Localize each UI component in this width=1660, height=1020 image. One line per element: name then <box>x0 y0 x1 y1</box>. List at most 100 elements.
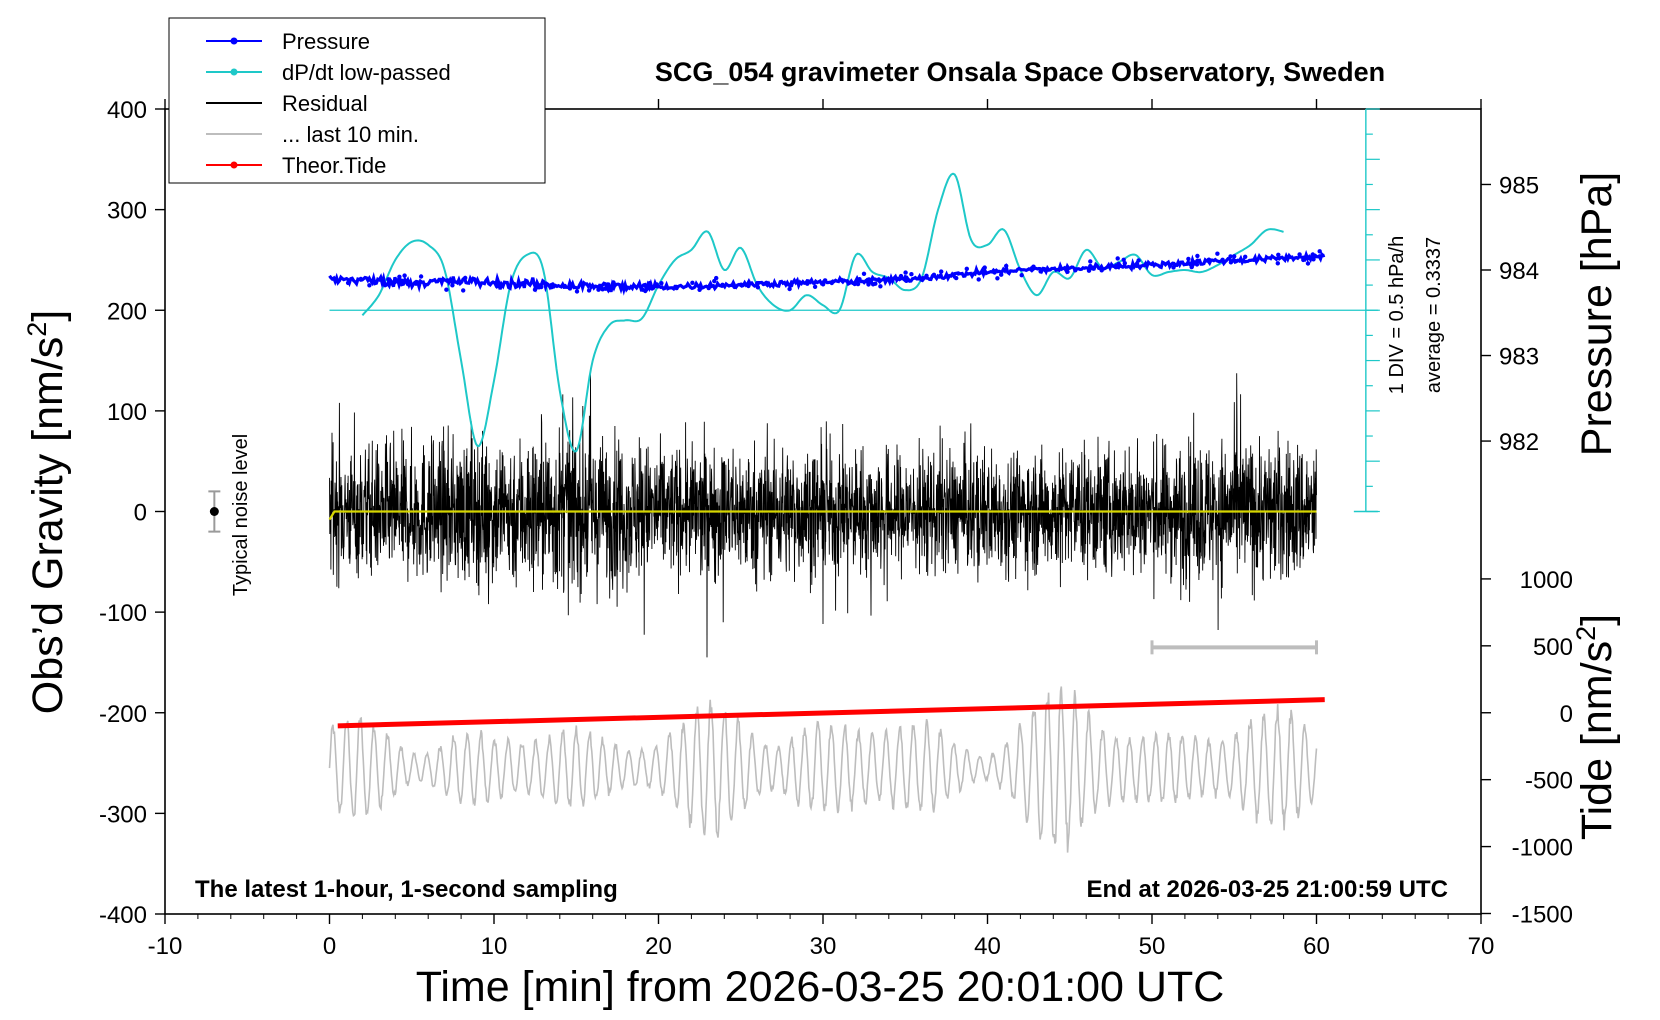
x-tick-label: 40 <box>974 933 1001 960</box>
pressure-point <box>903 270 908 275</box>
x-axis-label: Time [min] from 2026-03-25 20:01:00 UTC <box>416 963 1225 1011</box>
pressure-point <box>995 276 1000 281</box>
y-tick-label: -200 <box>99 701 147 728</box>
pressure-point <box>812 284 818 289</box>
pressure-point <box>746 283 751 289</box>
pressure-point <box>924 273 929 278</box>
legend-label: dP/dt low-passed <box>282 60 451 85</box>
y-axis-label-left-sup: 2 <box>22 322 52 337</box>
pressure-point <box>712 278 717 284</box>
x-tick-label: 30 <box>810 933 837 960</box>
pressure-point <box>1113 265 1119 270</box>
pressure-point <box>964 266 969 271</box>
pressure-point <box>654 282 659 287</box>
pressure-point <box>533 286 538 291</box>
pressure-point <box>1228 260 1234 265</box>
tide-tick-label: 0 <box>1560 701 1573 728</box>
pressure-point <box>1043 268 1048 273</box>
noise-bar-center <box>209 507 219 516</box>
pressure-point <box>463 275 468 281</box>
pressure-point <box>1073 268 1078 273</box>
pressure-point <box>852 281 857 287</box>
y-tick-label: 0 <box>134 500 147 527</box>
pressure-point <box>1116 261 1121 267</box>
pressure-point <box>884 277 890 282</box>
pressure-point <box>418 274 424 279</box>
noise-level-label: Typical noise level <box>230 434 252 596</box>
y-tick-label: 400 <box>107 97 147 124</box>
pressure-point <box>1019 273 1024 278</box>
pressure-point <box>939 269 944 274</box>
pressure-point <box>878 284 883 289</box>
series-theor-tide <box>337 697 1325 729</box>
pressure-point <box>1038 269 1043 274</box>
pressure-point <box>975 270 980 275</box>
pressure-point <box>720 282 725 287</box>
pressure-point <box>992 270 997 275</box>
pressure-point <box>820 282 826 287</box>
y-axis-label-left: Obs’d Gravity [nm/s2] <box>22 310 72 715</box>
y-axis-label-left-main: Obs’d Gravity [nm/s <box>24 337 72 715</box>
annotation-bottom-left: The latest 1-hour, 1-second sampling <box>195 876 618 903</box>
pressure-point <box>1275 261 1281 266</box>
pressure-point <box>1233 258 1238 264</box>
pressure-point <box>1317 249 1322 254</box>
pressure-point <box>1243 254 1248 259</box>
pressure-point <box>1206 257 1212 262</box>
pressure-point <box>396 279 402 284</box>
series-residual <box>329 370 1317 658</box>
series-layer <box>208 108 1380 853</box>
pressure-point <box>1189 264 1194 270</box>
y-tick-label: -100 <box>99 600 147 627</box>
pressure-point <box>1228 254 1233 259</box>
x-tick-label: 60 <box>1303 933 1330 960</box>
pressure-point <box>402 273 407 278</box>
pressure-point <box>519 281 524 287</box>
series-residual-mean <box>328 510 1317 521</box>
y-tick-label: -300 <box>99 801 147 828</box>
pressure-point <box>730 283 735 288</box>
legend: Pressure dP/dt low-passed Residual ... last… <box>168 17 546 184</box>
pressure-point <box>1121 257 1126 262</box>
pressure-point <box>999 272 1004 277</box>
pressure-point <box>367 283 372 288</box>
chart-title: SCG_054 gravimeter Onsala Space Observat… <box>655 57 1385 87</box>
x-tick-label: -10 <box>148 933 183 960</box>
legend-label: Pressure <box>282 29 370 54</box>
legend-marker <box>230 161 238 169</box>
y-axis-label-left-end: ] <box>24 310 72 322</box>
pressure-point <box>390 281 395 286</box>
pressure-point <box>586 288 592 293</box>
legend-box <box>168 17 546 184</box>
pressure-point <box>931 272 937 277</box>
pressure-point <box>1088 263 1093 269</box>
pressure-point <box>846 280 851 285</box>
pressure-point <box>1311 253 1317 258</box>
pressure-point <box>674 285 679 291</box>
pressure-point <box>1311 257 1316 262</box>
pressure-tick-label: 984 <box>1499 258 1539 285</box>
pressure-point <box>562 283 567 289</box>
pressure-point <box>1143 262 1149 267</box>
pressure-point <box>609 286 615 291</box>
pressure-point <box>909 272 914 277</box>
pressure-point <box>1004 263 1009 269</box>
tide-tick-label: -1000 <box>1512 835 1573 862</box>
pressure-point <box>605 282 611 287</box>
pressure-point <box>1150 261 1155 267</box>
pressure-point <box>690 280 695 285</box>
pressure-point <box>1091 266 1096 271</box>
pressure-tick-label: 985 <box>1499 172 1539 199</box>
pressure-point <box>739 282 744 287</box>
dpdt-average-label: average = 0.3337 <box>1423 237 1445 393</box>
tide-tick-label: -500 <box>1525 768 1573 795</box>
pressure-point <box>1029 266 1035 271</box>
pressure-point <box>549 285 554 290</box>
pressure-point <box>1232 254 1237 259</box>
y-tick-label: 200 <box>107 298 147 325</box>
pressure-point <box>1297 252 1302 257</box>
y-axis-label-tide: Tide [nm/s2] <box>1571 614 1621 840</box>
pressure-point <box>405 282 411 287</box>
x-tick-label: 20 <box>645 933 672 960</box>
pressure-point <box>755 285 761 290</box>
